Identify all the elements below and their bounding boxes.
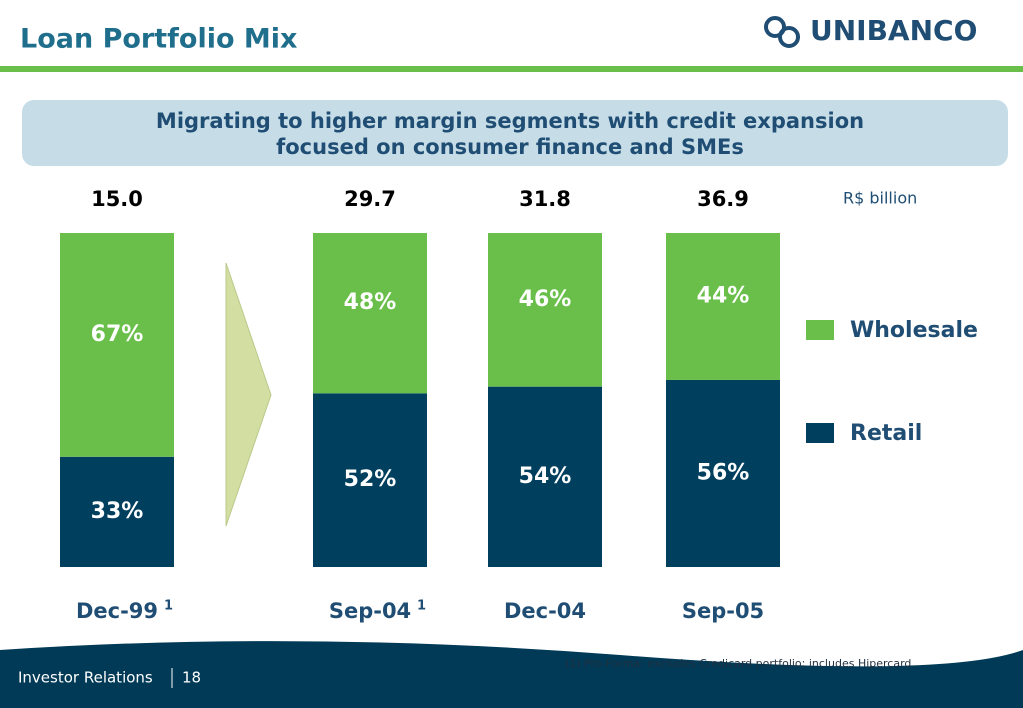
legend-label: Wholesale xyxy=(850,318,978,343)
header-rule xyxy=(0,66,1023,72)
legend-swatch xyxy=(806,320,834,340)
footer-band xyxy=(0,641,1023,708)
page-number: 18 xyxy=(182,669,201,687)
value-label: 56% xyxy=(697,460,750,485)
total-label: 15.0 xyxy=(91,187,143,211)
value-label: 44% xyxy=(697,283,750,308)
category-label: Dec-04 xyxy=(504,599,586,623)
bar-segment xyxy=(313,393,427,567)
legend-label: Retail xyxy=(850,421,922,446)
value-label: 54% xyxy=(519,464,572,489)
bar-segment xyxy=(488,233,602,387)
bar-segment xyxy=(60,233,174,457)
logo-icon xyxy=(764,16,786,38)
subtitle: focused on consumer finance and SMEs xyxy=(276,135,744,159)
logo-text: UNIBANCO xyxy=(810,14,977,47)
category-label: Sep-05 xyxy=(682,599,764,623)
value-label: 52% xyxy=(344,467,397,492)
value-label: 48% xyxy=(344,290,397,315)
total-label: 36.9 xyxy=(697,187,749,211)
bar-segment xyxy=(60,456,174,567)
category-label: Dec-99 xyxy=(76,599,158,623)
value-label: 67% xyxy=(91,322,144,347)
logo-icon xyxy=(778,26,800,48)
bar-segment xyxy=(666,379,780,567)
category-note: 1 xyxy=(164,599,173,614)
legend-swatch xyxy=(806,423,834,443)
value-label: 33% xyxy=(91,499,144,524)
bar-segment xyxy=(488,386,602,567)
subtitle-box xyxy=(22,100,1008,166)
value-label: 46% xyxy=(519,287,572,312)
arrow xyxy=(225,262,272,527)
bar-segment xyxy=(313,233,427,394)
total-label: 29.7 xyxy=(344,187,396,211)
footnote: (1) Pro-Forma: excludes Credicard portfo… xyxy=(565,657,915,670)
logo: UNIBANCO xyxy=(764,14,977,48)
unit-label: R$ billion xyxy=(843,189,917,208)
total-label: 31.8 xyxy=(519,187,571,211)
category-label: Sep-04 xyxy=(329,599,411,623)
category-note: 1 xyxy=(417,599,426,614)
slide-title: Loan Portfolio Mix xyxy=(20,24,297,55)
bar-segment xyxy=(666,233,780,380)
footer-text: Investor Relations xyxy=(18,669,153,687)
subtitle: Migrating to higher margin segments with… xyxy=(156,109,864,133)
